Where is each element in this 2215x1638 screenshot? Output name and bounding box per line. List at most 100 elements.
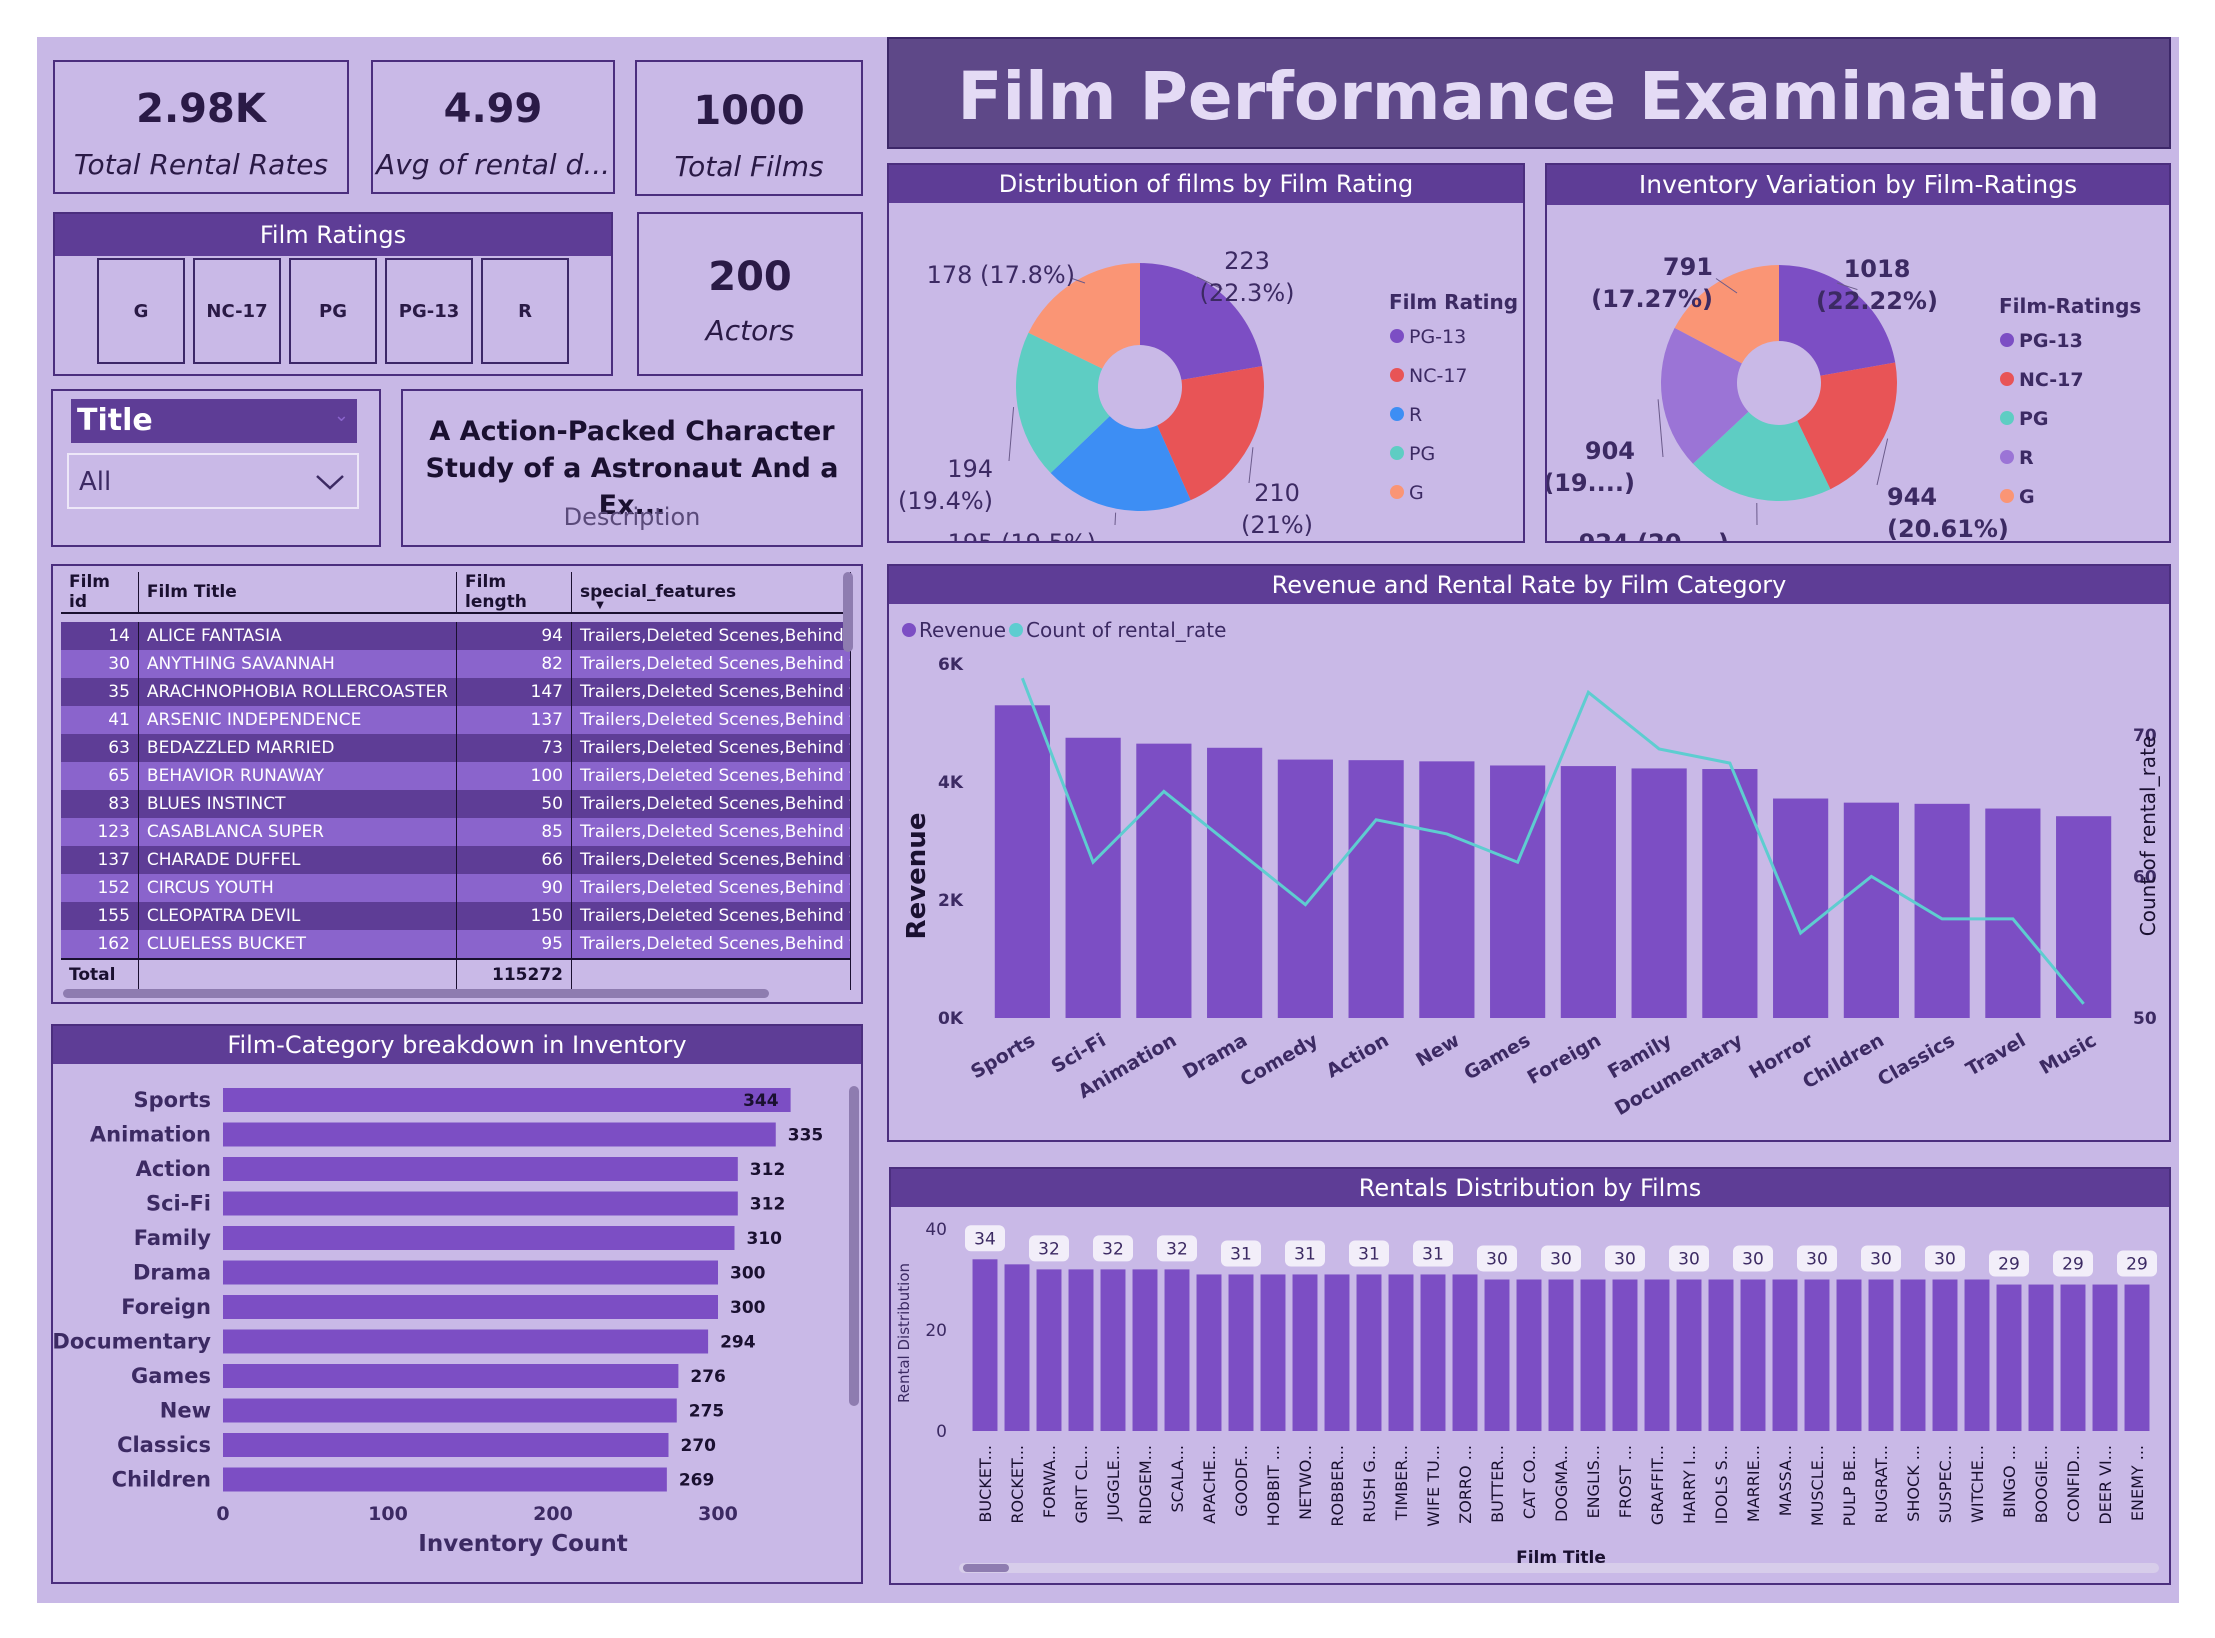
x-tick-label: TIMBER...: [1392, 1445, 1411, 1521]
x-tick-label: ENGLIS...: [1584, 1445, 1603, 1519]
data-label: 30: [1550, 1250, 1572, 1270]
kpi-actors: 200 Actors: [637, 212, 863, 376]
cell-film-id: 123: [61, 818, 139, 846]
x-tick-label: MUSCLE...: [1808, 1445, 1827, 1526]
data-label-box: [1413, 1240, 1453, 1267]
bar-card-rentals: Rentals Distribution by Films Rental Dis…: [889, 1167, 2171, 1585]
cell-film-id: 30: [61, 650, 139, 678]
cell-film-title: ANYTHING SAVANNAH: [138, 650, 458, 678]
table-row[interactable]: 137 CHARADE DUFFEL 66 Trailers,Deleted Scen…: [61, 846, 852, 874]
x-tick-label: BUTTER...: [1488, 1445, 1507, 1523]
cell-film-title: ALICE FANTASIA: [138, 622, 458, 650]
table-row[interactable]: 155 CLEOPATRA DEVIL 150 Trailers,Deleted Sc…: [61, 902, 852, 930]
x-axis-title: Inventory Count: [418, 1531, 627, 1557]
pie-data-label: 904: [1585, 437, 1635, 465]
cell-film-id: 35: [61, 678, 139, 706]
title-dropdown[interactable]: All: [67, 453, 359, 509]
rental-bar: [1036, 1269, 1062, 1431]
rating-option-g[interactable]: G: [97, 258, 185, 364]
rating-option-r[interactable]: R: [481, 258, 569, 364]
inventory-bar: [223, 1157, 738, 1181]
inventory-bar: [223, 1260, 718, 1285]
rating-option-pg13[interactable]: PG-13: [385, 258, 473, 364]
legend-marker: [1390, 407, 1404, 421]
category-label: New: [160, 1399, 211, 1423]
horizontal-scrollbar-thumb[interactable]: [963, 1564, 1009, 1572]
column-header-special-features[interactable]: special_features ▼: [571, 572, 852, 614]
total-film-length: 115272: [456, 958, 572, 990]
pie-card-inventory: Inventory Variation by Film-Ratings 1018…: [1545, 163, 2171, 543]
pie-slice: [1028, 263, 1140, 369]
rental-bar: [1388, 1274, 1414, 1431]
chart-title: Film-Category breakdown in Inventory: [53, 1026, 861, 1064]
kpi-avg-rental-duration: 4.99 Avg of rental d...: [371, 60, 615, 194]
table-row[interactable]: 35 ARACHNOPHOBIA ROLLERCOASTER 147 Trailers…: [61, 678, 852, 706]
category-label: Sci-Fi: [146, 1192, 211, 1216]
x-tick-label: Games: [1460, 1029, 1534, 1084]
rental-bar: [1676, 1279, 1702, 1431]
chevron-down-icon: ⌄: [333, 405, 349, 426]
data-label: 31: [1422, 1244, 1444, 1264]
cell-special-features: Trailers,Deleted Scenes,Behind the Scene…: [571, 930, 852, 959]
table-row[interactable]: 152 CIRCUS YOUTH 90 Trailers,Deleted Scenes…: [61, 874, 852, 902]
rental-bar: [1196, 1274, 1222, 1431]
table-row[interactable]: 123 CASABLANCA SUPER 85 Trailers,Deleted Sc…: [61, 818, 852, 846]
column-header-film-id[interactable]: Film id: [61, 572, 139, 614]
rating-option-nc17[interactable]: NC-17: [193, 258, 281, 364]
vertical-scrollbar[interactable]: [843, 572, 853, 652]
pie-leader-line: [1248, 447, 1254, 484]
rental-bar: [1292, 1274, 1318, 1431]
rental-bar: [1996, 1284, 2022, 1431]
chart-title: Rentals Distribution by Films: [891, 1169, 2169, 1207]
rental-bar: [2124, 1284, 2150, 1431]
cell-film-title: CIRCUS YOUTH: [138, 874, 458, 902]
y-tick-label: 6K: [938, 655, 964, 675]
pie-slice: [1692, 411, 1831, 501]
rental-bar: [1100, 1269, 1126, 1431]
cell-special-features: Trailers,Deleted Scenes,Behind the Scene…: [571, 678, 852, 706]
table-row[interactable]: 162 CLUELESS BUCKET 95 Trailers,Deleted Sce…: [61, 930, 852, 959]
rental-bar: [1740, 1279, 1766, 1431]
title-slicer-label: Title: [77, 403, 153, 438]
pie-data-label: 223: [1224, 247, 1270, 275]
legend-marker: [1390, 485, 1404, 499]
legend-title: Film-Ratings: [1999, 294, 2141, 318]
x-tick-label: DOGMA...: [1552, 1445, 1571, 1522]
cell-special-features: Trailers,Deleted Scenes,Behind the Scene…: [571, 734, 852, 762]
kpi-value: 1000: [693, 88, 805, 134]
bar-value-label: 312: [750, 1195, 786, 1215]
y-axis-title: Rental Distribution: [895, 1263, 913, 1403]
pie-data-label: 178 (17.8%): [927, 261, 1075, 289]
bar-value-label: 294: [720, 1333, 756, 1353]
cell-film-length: 95: [456, 930, 572, 959]
legend-marker: [1390, 329, 1404, 343]
vertical-scrollbar[interactable]: [849, 1086, 859, 1406]
table-row[interactable]: 83 BLUES INSTINCT 50 Trailers,Deleted Scene…: [61, 790, 852, 818]
pie-leader-line: [1876, 438, 1889, 486]
x-tick-label: BUCKET...: [976, 1445, 995, 1523]
rating-option-pg[interactable]: PG: [289, 258, 377, 364]
title-dropdown-value: All: [79, 467, 112, 497]
column-header-film-title[interactable]: Film Title: [138, 572, 458, 614]
table-row[interactable]: 63 BEDAZZLED MARRIED 73 Trailers,Deleted Sc…: [61, 734, 852, 762]
table-row[interactable]: 14 ALICE FANTASIA 94 Trailers,Deleted Scene…: [61, 622, 852, 650]
data-label: 30: [1806, 1250, 1828, 1270]
horizontal-scrollbar[interactable]: [63, 989, 769, 998]
rental-bar: [1548, 1279, 1574, 1431]
legend-label: NC-17: [2019, 369, 2084, 391]
data-label-box: [965, 1225, 1005, 1252]
cell-film-title: BLUES INSTINCT: [138, 790, 458, 818]
x-tick-label: Music: [2036, 1029, 2100, 1079]
cell-film-id: 41: [61, 706, 139, 734]
table-row[interactable]: 65 BEHAVIOR RUNAWAY 100 Trailers,Deleted Sc…: [61, 762, 852, 790]
table-row[interactable]: 30 ANYTHING SAVANNAH 82 Trailers,Deleted Sc…: [61, 650, 852, 678]
data-label: 32: [1166, 1239, 1188, 1259]
x-tick-label: Foreign: [1524, 1029, 1605, 1089]
table-row[interactable]: 41 ARSENIC INDEPENDENCE 137 Trailers,Delete…: [61, 706, 852, 734]
column-header-film-length[interactable]: Film length: [456, 572, 572, 614]
rental-bar: [1260, 1274, 1286, 1431]
category-label: Drama: [133, 1261, 211, 1285]
revenue-bar: [1348, 760, 1404, 1018]
category-label: Sports: [134, 1088, 211, 1112]
pie-data-label: 194: [947, 455, 993, 483]
